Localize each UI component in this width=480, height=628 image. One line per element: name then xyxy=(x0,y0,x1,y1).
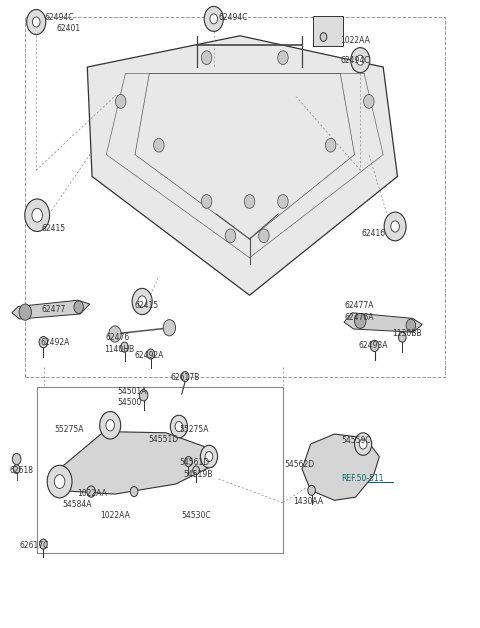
Text: 62415: 62415 xyxy=(42,224,66,233)
Circle shape xyxy=(193,466,199,475)
Circle shape xyxy=(308,485,315,495)
Circle shape xyxy=(351,48,370,73)
Circle shape xyxy=(138,296,146,307)
Circle shape xyxy=(130,487,138,497)
Circle shape xyxy=(384,212,406,241)
Text: 1430AA: 1430AA xyxy=(293,497,324,506)
Text: 62617C: 62617C xyxy=(20,541,49,550)
Circle shape xyxy=(391,221,399,232)
Circle shape xyxy=(132,288,152,315)
Circle shape xyxy=(163,320,176,336)
Circle shape xyxy=(175,421,183,431)
Circle shape xyxy=(278,51,288,65)
Circle shape xyxy=(19,304,32,320)
Circle shape xyxy=(147,349,155,359)
Circle shape xyxy=(139,389,148,401)
Text: 1022AA: 1022AA xyxy=(101,511,131,521)
Circle shape xyxy=(364,95,374,108)
Circle shape xyxy=(320,33,327,41)
Circle shape xyxy=(244,195,255,208)
Text: 54559C: 54559C xyxy=(341,436,371,445)
Circle shape xyxy=(116,95,126,108)
Text: 62494C: 62494C xyxy=(218,13,248,21)
Text: 1022AA: 1022AA xyxy=(77,489,107,498)
Polygon shape xyxy=(48,431,214,494)
Circle shape xyxy=(370,340,379,352)
Text: 54500: 54500 xyxy=(117,398,141,408)
Polygon shape xyxy=(302,434,379,501)
Circle shape xyxy=(106,420,115,431)
Text: 62492A: 62492A xyxy=(134,352,163,360)
Text: 1022AA: 1022AA xyxy=(340,36,370,45)
Text: 62477: 62477 xyxy=(42,305,66,314)
Text: 54501A: 54501A xyxy=(117,387,146,396)
Circle shape xyxy=(205,452,213,462)
Text: 54562D: 54562D xyxy=(284,460,314,468)
Circle shape xyxy=(185,457,192,467)
Polygon shape xyxy=(344,313,422,332)
Circle shape xyxy=(100,411,120,439)
Circle shape xyxy=(398,332,406,342)
Circle shape xyxy=(170,415,188,438)
Circle shape xyxy=(12,453,21,465)
Text: 62477A: 62477A xyxy=(344,301,373,310)
Text: 1130BB: 1130BB xyxy=(392,329,421,338)
Text: 55275A: 55275A xyxy=(179,425,208,433)
Circle shape xyxy=(54,475,65,489)
Circle shape xyxy=(225,229,236,243)
Circle shape xyxy=(27,9,46,35)
Text: 62416: 62416 xyxy=(362,229,386,239)
Circle shape xyxy=(109,326,121,342)
Circle shape xyxy=(201,51,212,65)
Circle shape xyxy=(25,199,49,232)
Text: 62401: 62401 xyxy=(56,24,80,33)
Circle shape xyxy=(39,539,47,549)
Circle shape xyxy=(210,14,217,24)
Polygon shape xyxy=(12,300,90,319)
Bar xyxy=(37,387,283,553)
Circle shape xyxy=(74,301,84,313)
Circle shape xyxy=(87,486,96,497)
Text: 62494C: 62494C xyxy=(340,56,370,65)
Text: REF.50-511: REF.50-511 xyxy=(341,474,384,483)
Text: 54551D: 54551D xyxy=(148,435,179,444)
Text: 62476A: 62476A xyxy=(344,313,373,322)
Text: 62494C: 62494C xyxy=(44,13,74,21)
Circle shape xyxy=(357,55,364,65)
Circle shape xyxy=(325,138,336,152)
Text: 1140HB: 1140HB xyxy=(104,345,134,354)
Text: 54584A: 54584A xyxy=(62,499,92,509)
Circle shape xyxy=(360,439,367,449)
Circle shape xyxy=(201,195,212,208)
FancyBboxPatch shape xyxy=(312,16,343,46)
Polygon shape xyxy=(87,36,397,295)
Circle shape xyxy=(200,445,217,468)
Text: 55275A: 55275A xyxy=(55,425,84,433)
Circle shape xyxy=(278,195,288,208)
Circle shape xyxy=(355,433,372,455)
Circle shape xyxy=(204,6,223,31)
Circle shape xyxy=(181,372,189,382)
Text: 62476: 62476 xyxy=(106,333,130,342)
Text: 54519B: 54519B xyxy=(184,470,213,479)
Circle shape xyxy=(259,229,269,243)
Circle shape xyxy=(355,313,366,328)
Circle shape xyxy=(13,465,20,474)
Text: 62493A: 62493A xyxy=(359,342,388,350)
Circle shape xyxy=(32,208,42,222)
Circle shape xyxy=(154,138,164,152)
Circle shape xyxy=(33,17,40,27)
Text: 62415: 62415 xyxy=(134,301,158,310)
Text: 54561D: 54561D xyxy=(179,458,209,467)
Circle shape xyxy=(120,342,128,352)
Circle shape xyxy=(47,465,72,498)
Text: 62492A: 62492A xyxy=(40,338,70,347)
Text: 62618: 62618 xyxy=(9,466,33,475)
Circle shape xyxy=(39,337,48,348)
Circle shape xyxy=(406,319,416,332)
Bar xyxy=(25,17,445,377)
Text: 54530C: 54530C xyxy=(182,511,211,521)
Text: 62617B: 62617B xyxy=(171,373,200,382)
